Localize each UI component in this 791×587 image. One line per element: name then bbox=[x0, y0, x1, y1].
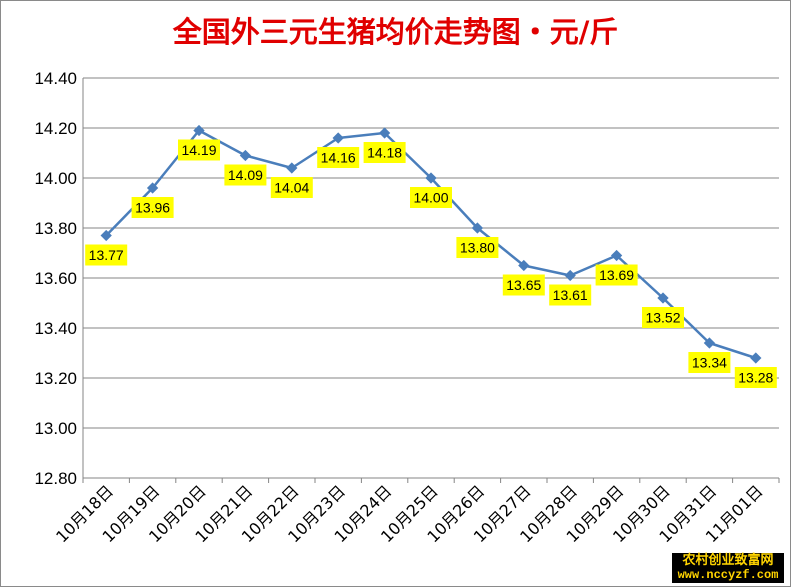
data-label-bg-1 bbox=[131, 197, 174, 218]
data-label-bg-5 bbox=[317, 147, 360, 168]
data-label-bg-7 bbox=[410, 187, 452, 208]
data-label-11: 13.69 bbox=[599, 267, 634, 283]
y-tick-label-1: 13.00 bbox=[34, 419, 77, 438]
data-point-10 bbox=[564, 269, 576, 282]
data-point-7 bbox=[425, 172, 437, 184]
data-point-8 bbox=[471, 222, 484, 234]
data-label-1: 13.96 bbox=[135, 200, 170, 216]
data-label-bg-13 bbox=[688, 352, 731, 373]
data-label-bg-6 bbox=[363, 142, 406, 163]
y-tick-label-5: 13.80 bbox=[34, 219, 77, 238]
data-label-3: 14.09 bbox=[228, 167, 263, 183]
data-label-bg-10 bbox=[549, 284, 592, 306]
data-label-9: 13.65 bbox=[506, 277, 541, 293]
data-point-1 bbox=[146, 182, 159, 194]
site-watermark: 农村创业致富网 www.nccyzf.com bbox=[672, 553, 784, 583]
y-tick-label-8: 14.40 bbox=[34, 69, 77, 88]
data-label-bg-0 bbox=[85, 244, 128, 266]
data-label-bg-4 bbox=[270, 177, 313, 198]
data-label-bg-9 bbox=[502, 274, 545, 296]
chart-title: 全国外三元生猪均价走势图・元/斤 bbox=[172, 15, 619, 49]
data-label-0: 13.77 bbox=[89, 247, 124, 263]
data-label-4: 14.04 bbox=[274, 180, 309, 196]
data-point-14 bbox=[750, 352, 762, 364]
y-tick-label-2: 13.20 bbox=[34, 369, 77, 388]
data-label-bg-14 bbox=[734, 367, 777, 388]
y-tick-label-6: 14.00 bbox=[34, 169, 77, 188]
data-label-bg-11 bbox=[595, 264, 638, 286]
y-tick-label-0: 12.80 bbox=[34, 469, 77, 488]
data-label-10: 13.61 bbox=[553, 287, 588, 303]
data-label-bg-8 bbox=[456, 237, 499, 258]
data-label-13: 13.34 bbox=[692, 355, 727, 371]
data-label-12: 13.52 bbox=[645, 310, 680, 326]
watermark-site-url: www.nccyzf.com bbox=[677, 568, 779, 582]
data-point-5 bbox=[332, 132, 344, 144]
data-label-14: 13.28 bbox=[738, 370, 773, 386]
data-point-9 bbox=[518, 259, 530, 272]
data-point-13 bbox=[703, 337, 716, 349]
data-label-bg-2 bbox=[178, 139, 220, 161]
y-tick-label-7: 14.20 bbox=[34, 119, 77, 138]
y-tick-label-4: 13.60 bbox=[34, 269, 77, 288]
data-label-bg-3 bbox=[224, 164, 267, 186]
data-point-12 bbox=[657, 292, 669, 304]
data-label-5: 14.16 bbox=[321, 150, 356, 166]
data-label-bg-12 bbox=[642, 307, 684, 328]
data-point-3 bbox=[239, 149, 252, 162]
data-label-6: 14.18 bbox=[367, 145, 402, 161]
data-label-8: 13.80 bbox=[460, 240, 495, 256]
data-label-2: 14.19 bbox=[181, 142, 216, 158]
data-label-7: 14.00 bbox=[413, 190, 448, 206]
data-point-4 bbox=[286, 162, 298, 174]
y-tick-label-3: 13.40 bbox=[34, 319, 77, 338]
watermark-site-name: 农村创业致富网 bbox=[682, 553, 774, 568]
data-point-11 bbox=[610, 249, 623, 262]
